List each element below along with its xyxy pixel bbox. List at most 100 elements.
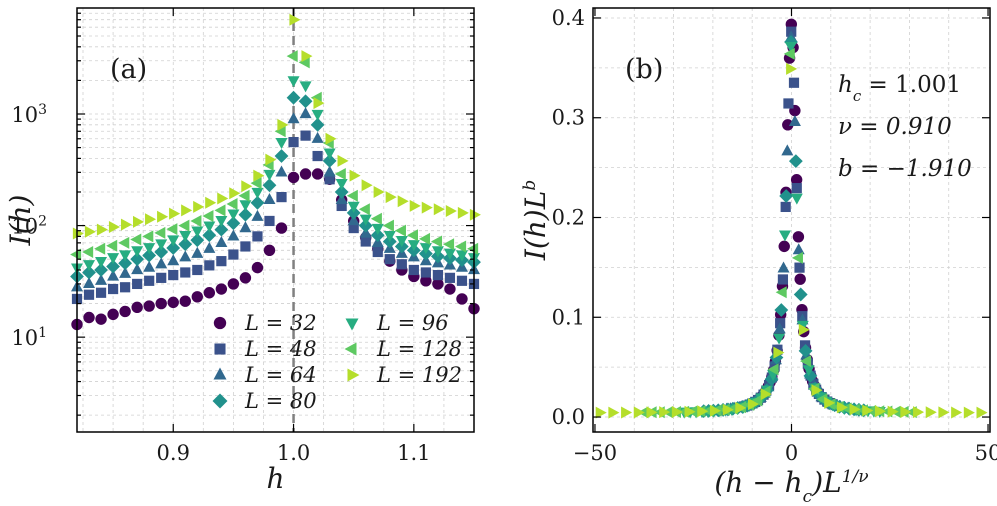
data-point-L32 (792, 231, 805, 243)
data-point-L192 (157, 210, 169, 223)
data-point-L64 (95, 273, 108, 285)
x-tick-label: −50 (573, 441, 617, 465)
data-point-L32 (155, 297, 167, 310)
data-point-L128 (783, 47, 795, 60)
data-point-L64 (792, 243, 805, 255)
data-point-L32 (119, 305, 131, 318)
data-point-L96 (802, 365, 815, 377)
data-point-L48 (432, 269, 444, 281)
data-point-L128 (791, 251, 803, 264)
data-point-L64 (107, 269, 120, 281)
data-point-L32 (107, 308, 119, 321)
data-point-L32 (179, 295, 191, 307)
data-point-L48 (156, 272, 167, 283)
data-point-L192 (748, 398, 760, 411)
data-point-L48 (384, 254, 395, 265)
data-point-L48 (264, 215, 275, 227)
panel-a-y-axis-title: I(h) (4, 195, 37, 247)
data-point-L192 (900, 405, 912, 418)
data-point-L48 (107, 283, 119, 295)
data-point-L48 (456, 275, 468, 286)
data-point-L192 (373, 185, 385, 198)
data-point-L96 (143, 243, 156, 255)
data-point-L80 (250, 195, 265, 210)
panel-a-grid (77, 8, 474, 432)
data-point-L128 (238, 189, 250, 202)
data-point-L80 (238, 207, 253, 222)
data-point-L192 (84, 225, 96, 238)
data-point-L96 (443, 248, 456, 260)
data-point-L32 (432, 278, 444, 290)
y-tick-label: 0.4 (552, 6, 585, 30)
data-point-L192 (709, 404, 721, 417)
data-point-L64 (323, 165, 336, 177)
panel-b-ticks: −50 0 50 0.0 0.1 0.2 0.3 0.4 (552, 6, 997, 465)
data-point-L32 (215, 283, 228, 295)
data-point-L96 (107, 253, 120, 265)
param-hc-symbol: h (838, 72, 853, 98)
data-point-L96 (347, 201, 360, 213)
data-point-L96 (419, 243, 432, 255)
data-point-L48 (288, 136, 299, 148)
legend-marker-L192 (347, 368, 360, 382)
data-point-L64 (167, 254, 180, 266)
data-point-L48 (228, 249, 239, 260)
data-point-L64 (83, 277, 96, 289)
data-point-L80 (793, 287, 808, 302)
data-point-L32 (239, 272, 252, 284)
data-point-L32 (251, 261, 264, 274)
data-point-L32 (778, 240, 790, 253)
data-point-L48 (240, 241, 251, 252)
data-point-L64 (788, 114, 801, 126)
data-point-L128 (394, 224, 406, 237)
data-point-L96 (95, 257, 108, 269)
data-point-L48 (83, 289, 95, 300)
data-point-L80 (214, 222, 229, 237)
data-point-L192 (217, 192, 229, 205)
data-point-L192 (874, 405, 886, 418)
data-point-L48 (783, 98, 794, 109)
data-point-L48 (120, 282, 131, 293)
data-point-L192 (337, 154, 349, 167)
y-tick-label: 102 (11, 214, 47, 239)
data-point-L48 (348, 222, 359, 234)
y-tick-label: 0.1 (552, 305, 585, 329)
data-point-L80 (346, 205, 361, 220)
legend-label-L96: L = 96 (376, 311, 449, 335)
data-point-L48 (396, 259, 407, 270)
data-point-L96 (179, 231, 192, 243)
data-point-L128 (202, 209, 214, 222)
legend-label-L192: L = 192 (376, 363, 462, 387)
data-point-L80 (154, 245, 169, 259)
legend-marker-L80 (212, 393, 228, 409)
data-point-L128 (467, 242, 479, 255)
data-point-L48 (372, 246, 383, 258)
data-point-L64 (299, 107, 312, 119)
data-point-L32 (263, 244, 276, 257)
data-point-L80 (118, 256, 133, 271)
panel-b-x-axis-sub: c (803, 487, 813, 506)
data-point-L48 (95, 287, 107, 298)
data-point-L48 (252, 231, 263, 242)
data-point-L96 (335, 179, 348, 191)
data-point-L192 (229, 187, 241, 200)
data-point-L48 (192, 264, 203, 276)
data-point-L128 (775, 286, 787, 299)
panel-b-y-axis-title: I(h)Lb (519, 180, 552, 261)
data-point-L192 (145, 213, 157, 226)
data-point-L192 (301, 50, 313, 63)
data-point-L64 (203, 241, 216, 253)
data-point-L32 (456, 293, 468, 305)
data-point-L64 (155, 257, 168, 269)
legend-marker-L64 (213, 367, 227, 380)
data-point-L64 (251, 209, 264, 221)
data-point-L128 (214, 204, 226, 217)
legend-label-L128: L = 128 (376, 337, 462, 361)
data-point-L192 (646, 406, 658, 419)
data-point-L128 (443, 238, 455, 251)
data-point-L64 (287, 112, 300, 124)
data-point-L128 (82, 245, 94, 258)
data-point-L128 (346, 189, 358, 202)
data-point-L48 (168, 269, 179, 281)
y-tick-label: 0.0 (552, 405, 585, 429)
